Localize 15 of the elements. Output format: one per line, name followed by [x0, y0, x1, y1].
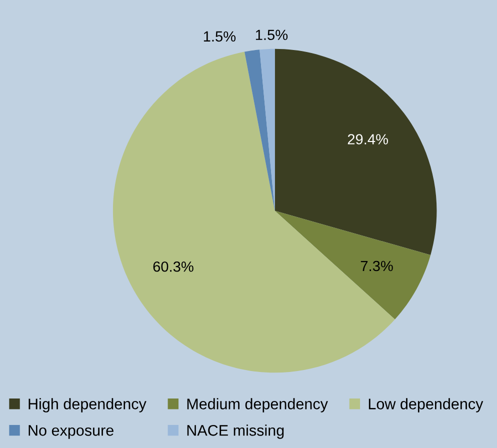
- data-label: 7.3%: [360, 260, 393, 272]
- pie-slice: [274, 210, 431, 320]
- pie-slice: [112, 52, 395, 373]
- pie-slice: [260, 48, 275, 211]
- legend-label: High dependency: [28, 398, 146, 412]
- data-label: 60.3%: [153, 261, 194, 272]
- legend-label: Low dependency: [368, 398, 484, 412]
- pie-slice: [244, 50, 275, 211]
- data-label: 29.4%: [348, 134, 388, 144]
- pie-slice: [274, 48, 437, 255]
- legend-label: Medium dependency: [187, 398, 328, 412]
- data-label: 1.5%: [256, 30, 288, 40]
- data-label: 1.5%: [204, 31, 236, 42]
- legend-label: NACE missing: [187, 424, 284, 439]
- legend-label: No exposure: [28, 425, 114, 439]
